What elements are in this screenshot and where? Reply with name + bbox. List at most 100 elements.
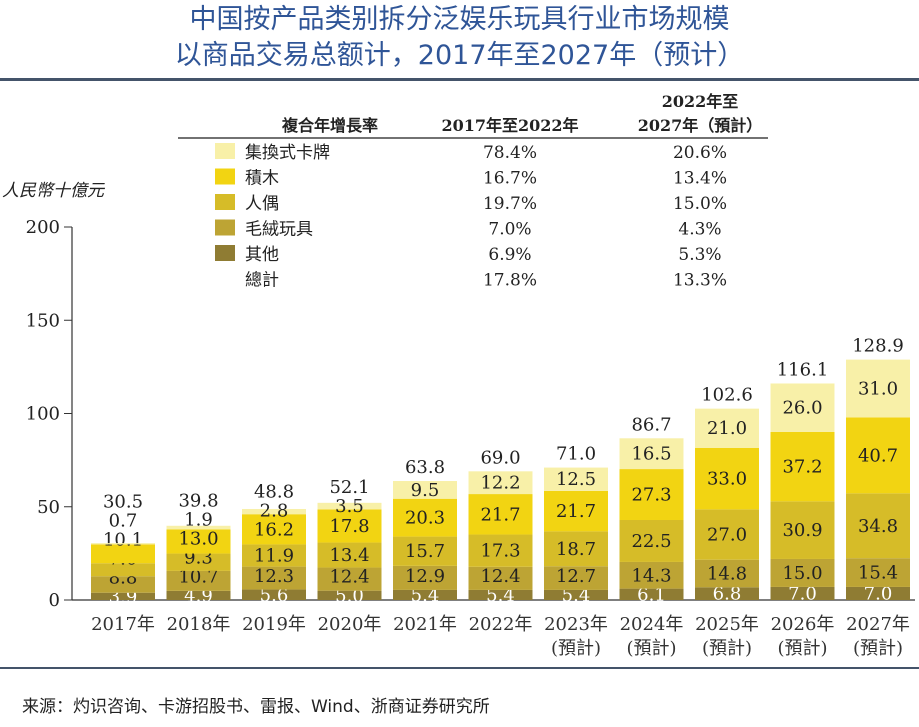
legend-label: 其他 [245, 245, 279, 265]
total-label: 71.0 [556, 444, 596, 465]
legend-label: 積木 [245, 169, 279, 189]
bar-segment-毛絨玩具 [242, 566, 306, 590]
legend-swatch [215, 245, 235, 261]
data-label: 21.7 [556, 501, 596, 522]
x-tick-label: (預計) [853, 638, 903, 659]
cagr-value: 4.3% [678, 220, 721, 240]
table-header: 複合年增長率 [281, 116, 378, 135]
bar-segment-其他 [695, 587, 759, 600]
x-tick-label: (預計) [626, 638, 676, 659]
y-tick-label: 50 [37, 497, 60, 518]
bar-segment-毛絨玩具 [393, 565, 457, 590]
bar-segment-積木 [544, 490, 608, 532]
cagr-value: 19.7% [483, 194, 537, 214]
bar-segment-積木 [468, 494, 533, 535]
data-label: 27.0 [707, 525, 747, 546]
data-label: 30.9 [782, 520, 822, 541]
data-label: 0.7 [109, 510, 138, 531]
legend-label: 總計 [245, 271, 279, 291]
bar-segment-其他 [91, 592, 155, 600]
cagr-value: 13.3% [673, 271, 727, 291]
bar-segment-積木 [846, 417, 910, 494]
top-rule [0, 78, 919, 81]
bar-segment-毛絨玩具 [619, 561, 684, 589]
data-label: 40.7 [858, 445, 898, 466]
total-label: 30.5 [103, 491, 143, 512]
chart-title-line2: 以商品交易总额计，2017年至2027年（预计） [174, 40, 745, 71]
legend-swatch [215, 194, 235, 210]
x-tick-label: 2024年 [620, 614, 684, 635]
bar-segment-其他 [242, 589, 306, 600]
cagr-value: 78.4% [483, 143, 537, 163]
bar-segment-毛絨玩具 [468, 566, 533, 590]
x-tick-label: 2022年 [469, 614, 533, 635]
y-tick-label: 100 [26, 404, 60, 425]
total-label: 48.8 [254, 481, 294, 502]
bar-segment-集換式卡牌 [468, 471, 533, 495]
bar-segment-毛絨玩具 [544, 566, 608, 590]
legend-label: 人偶 [245, 194, 279, 214]
bar-segment-集換式卡牌 [770, 383, 835, 432]
data-label: 12.4 [480, 566, 520, 587]
data-label: 14.8 [707, 564, 747, 585]
total-label: 128.9 [852, 336, 904, 357]
data-label: 11.9 [254, 546, 294, 567]
total-label: 69.0 [480, 447, 520, 468]
data-label: 13.4 [329, 545, 369, 566]
total-label: 63.8 [405, 457, 445, 478]
legend-swatch [215, 219, 235, 236]
data-label: 14.3 [631, 565, 671, 586]
bar-segment-人偶 [242, 544, 306, 567]
x-tick-label: 2025年 [695, 614, 759, 635]
cagr-value: 7.0% [488, 220, 531, 240]
bar-segment-毛絨玩具 [317, 567, 382, 591]
data-label: 12.4 [329, 566, 369, 587]
total-label: 52.1 [329, 477, 369, 498]
data-label: 17.8 [329, 516, 369, 537]
bar-segment-其他 [468, 589, 533, 600]
data-label: 7.0 [788, 583, 817, 604]
bar-segment-毛絨玩具 [770, 558, 835, 587]
data-label: 12.3 [254, 566, 294, 587]
cagr-value: 17.8% [483, 271, 537, 291]
legend-label: 集換式卡牌 [245, 143, 330, 163]
data-label: 1.9 [184, 509, 213, 530]
data-label: 5.4 [562, 585, 591, 606]
data-label: 15.4 [858, 563, 898, 584]
bar-segment-集換式卡牌 [91, 543, 155, 545]
total-label: 116.1 [777, 359, 829, 380]
bar-segment-人偶 [317, 542, 382, 568]
bar-segment-毛絨玩具 [91, 576, 155, 593]
x-tick-label: (預計) [777, 638, 827, 659]
data-label: 10.7 [178, 566, 218, 587]
data-label: 6.1 [637, 584, 666, 605]
legend-swatch [215, 143, 235, 159]
data-label: 15.7 [405, 541, 445, 562]
data-label: 2.8 [260, 500, 289, 521]
data-label: 5.6 [260, 585, 289, 606]
bar-segment-毛絨玩具 [166, 570, 231, 591]
cagr-value: 20.6% [673, 143, 727, 163]
data-label: 10.1 [103, 529, 143, 550]
bar-segment-人偶 [393, 536, 457, 566]
data-label: 18.7 [556, 539, 596, 560]
bar-segment-積木 [393, 498, 457, 537]
bar-segment-積木 [317, 509, 382, 543]
x-tick-label: (預計) [702, 638, 752, 659]
data-label: 27.3 [631, 485, 671, 506]
bar-segment-集換式卡牌 [393, 481, 457, 499]
data-label: 22.5 [631, 531, 671, 552]
data-label: 12.5 [556, 469, 596, 490]
bar-segment-積木 [770, 431, 835, 502]
cagr-value: 16.7% [483, 169, 537, 189]
x-tick-label: 2017年 [91, 614, 155, 635]
bar-segment-其他 [770, 586, 835, 600]
data-label: 12.9 [405, 566, 445, 587]
x-tick-label: 2019年 [242, 614, 306, 635]
bar-segment-毛絨玩具 [695, 559, 759, 588]
bottom-rule [0, 667, 919, 669]
data-label: 21.0 [707, 418, 747, 439]
table-header: 2027年（預計） [638, 116, 763, 135]
bar-segment-集換式卡牌 [846, 359, 910, 418]
